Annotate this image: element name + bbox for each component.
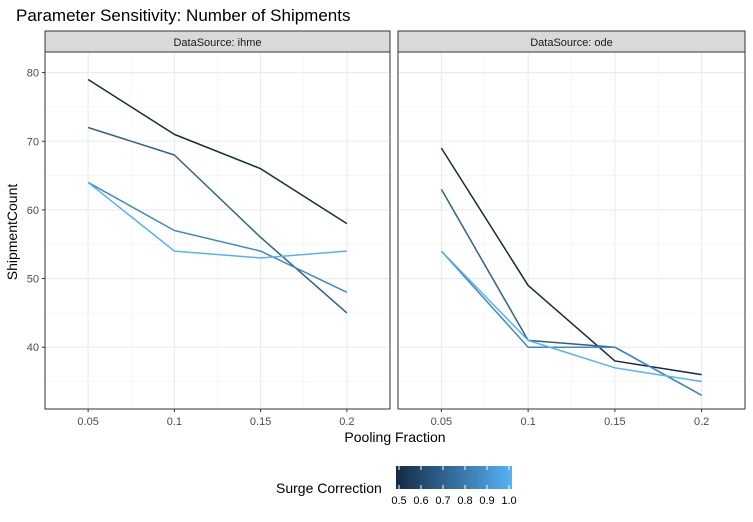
- legend: Surge Correction 0.5 0.6 0.7 0.8 0.9 1.0: [276, 466, 517, 507]
- x-tick-label: 0.1: [520, 416, 535, 428]
- y-tick-label: 70: [27, 136, 39, 148]
- legend-tick-label: 0.7: [435, 495, 450, 507]
- y-tick-label: 80: [27, 68, 39, 80]
- legend-colorbar: [396, 466, 512, 489]
- facet-panel-ode: DataSource: ode: [397, 30, 746, 410]
- x-tick-label: 0.05: [77, 416, 98, 428]
- panel-border: [44, 51, 391, 410]
- facet-strip-label: DataSource: ode: [530, 37, 613, 49]
- series-line: [87, 78, 348, 225]
- y-tick-label: 40: [27, 342, 39, 354]
- legend-ticks: 0.5 0.6 0.7 0.8 0.9 1.0: [391, 466, 517, 507]
- legend-title: Surge Correction: [276, 480, 382, 496]
- series-line: [87, 181, 348, 293]
- legend-tick-label: 0.9: [479, 495, 494, 507]
- y-tick-label: 60: [27, 205, 39, 217]
- x-tick-label: 0.1: [167, 416, 182, 428]
- x-tick-label: 0.2: [339, 416, 354, 428]
- series-line: [440, 250, 702, 383]
- y-axis: 40 50 60 70 80: [27, 68, 45, 354]
- x-axis: 0.05 0.1 0.15 0.2 0.05 0.1 0.15 0.2: [77, 409, 709, 428]
- x-axis-title: Pooling Fraction: [344, 429, 445, 445]
- series-line: [440, 147, 702, 376]
- series-line: [87, 126, 348, 314]
- x-tick-label: 0.2: [694, 416, 709, 428]
- legend-tick-label: 0.5: [391, 495, 406, 507]
- x-tick-label: 0.05: [431, 416, 452, 428]
- legend-tick-label: 1.0: [501, 495, 516, 507]
- panel-border: [397, 51, 746, 410]
- y-tick-label: 50: [27, 274, 39, 286]
- chart-title: Parameter Sensitivity: Number of Shipmen…: [16, 6, 350, 25]
- y-axis-title: ShipmentCount: [4, 184, 20, 281]
- facet-strip-label: DataSource: ihme: [173, 37, 261, 49]
- x-tick-label: 0.15: [604, 416, 625, 428]
- series-line: [440, 250, 702, 396]
- legend-tick-label: 0.6: [413, 495, 428, 507]
- legend-tick-label: 0.8: [457, 495, 472, 507]
- series-line: [87, 181, 347, 259]
- facet-panel-ihme: DataSource: ihme: [44, 30, 391, 410]
- x-tick-label: 0.15: [250, 416, 271, 428]
